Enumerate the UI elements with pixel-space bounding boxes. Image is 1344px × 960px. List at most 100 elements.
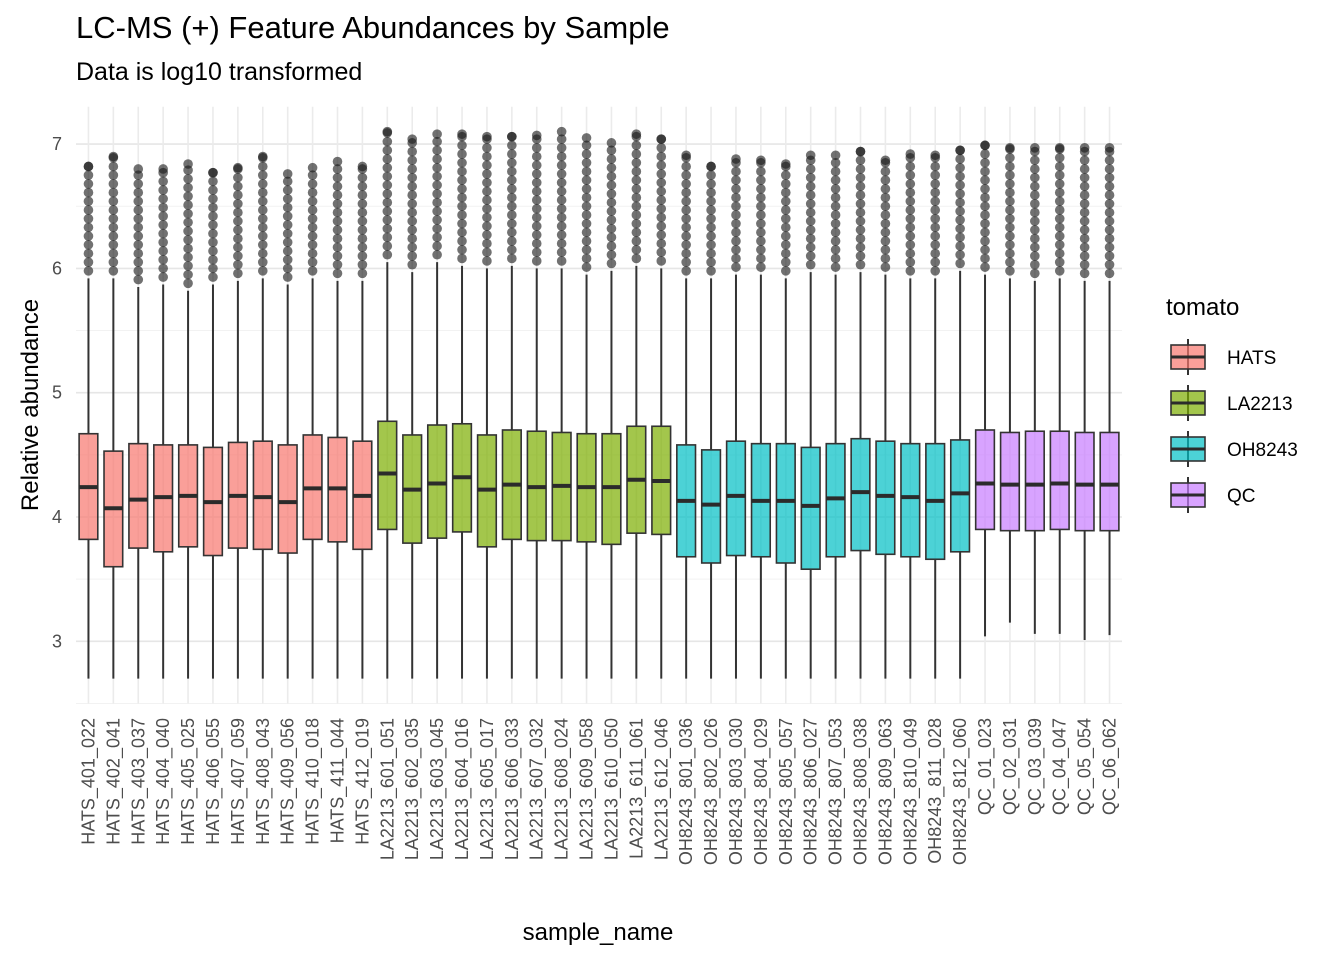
outlier-point — [531, 143, 542, 153]
outlier-point — [183, 159, 193, 169]
outlier-point — [805, 198, 816, 209]
outlier-point — [631, 218, 642, 229]
outlier-point — [257, 187, 268, 198]
outlier-point — [382, 249, 393, 260]
outlier-point — [880, 175, 891, 185]
outlier-point — [282, 228, 293, 239]
outlier-point — [780, 187, 791, 198]
outlier-point — [780, 222, 791, 233]
outlier-point — [805, 225, 816, 235]
outlier-point — [1030, 259, 1040, 270]
outlier-point — [581, 140, 592, 151]
box-iqr — [1049, 430, 1070, 531]
outlier-point — [332, 233, 343, 244]
x-tick-label: LA2213_607_032 — [527, 718, 548, 860]
outlier-point — [1104, 207, 1115, 218]
outlier-point — [855, 155, 866, 166]
box-OH8243_806_027 — [800, 150, 821, 679]
outlier-point — [756, 218, 766, 229]
outlier-point — [482, 247, 492, 258]
outlier-point — [133, 187, 144, 198]
outlier-point — [581, 236, 592, 246]
x-tick-label: HATS_411_044 — [328, 718, 349, 843]
outlier-point — [631, 253, 642, 264]
outlier-point — [382, 154, 393, 164]
outlier-point — [133, 205, 144, 215]
outlier-point — [731, 175, 741, 185]
x-tick-label: LA2213_604_016 — [452, 718, 473, 860]
outlier-point — [581, 210, 592, 220]
outlier-point — [1030, 181, 1040, 192]
outlier-point — [556, 221, 567, 231]
outlier-point — [656, 143, 667, 153]
outlier-point — [432, 180, 442, 190]
outlier-point — [905, 205, 916, 215]
outlier-point — [656, 230, 667, 240]
box-QC_02_031 — [999, 143, 1021, 623]
outlier-point — [905, 161, 916, 172]
outlier-point — [706, 222, 716, 233]
outlier-point — [606, 258, 617, 269]
outlier-point — [556, 177, 567, 188]
outlier-point — [382, 223, 393, 234]
box-HATS_407_059 — [227, 162, 249, 679]
outlier-point — [1079, 259, 1090, 270]
outlier-point — [407, 146, 418, 157]
outlier-point — [432, 136, 442, 147]
box-HATS_405_025 — [177, 159, 199, 679]
outlier-point — [681, 266, 691, 276]
outlier-point — [581, 157, 592, 168]
outlier-point — [133, 179, 144, 189]
outlier-point — [382, 136, 393, 147]
outlier-point — [731, 210, 741, 220]
outlier-point — [482, 195, 492, 205]
outlier-point — [631, 244, 642, 255]
x-tick-label: OH8243_807_053 — [826, 718, 847, 865]
box-OH8243_804_029 — [750, 155, 772, 679]
box-QC_06_062 — [1099, 143, 1120, 636]
x-tick-label: OH8243_803_030 — [726, 718, 747, 865]
x-tick-label: LA2213_603_045 — [427, 718, 448, 860]
outlier-point — [581, 166, 592, 177]
outlier-point — [208, 176, 218, 187]
outlier-point — [382, 171, 393, 182]
outlier-point — [133, 239, 144, 250]
outlier-point — [706, 257, 716, 267]
outlier-point — [880, 192, 891, 203]
outlier-point — [880, 155, 891, 166]
outlier-point — [307, 196, 318, 207]
outlier-point — [1079, 198, 1090, 209]
outlier-point — [257, 170, 268, 180]
outlier-point — [830, 157, 841, 168]
outlier-point — [432, 206, 442, 217]
outlier-point — [706, 248, 716, 259]
outlier-point — [556, 143, 567, 153]
outlier-point — [905, 222, 916, 233]
outlier-point — [382, 206, 393, 217]
x-tick-label: OH8243_802_026 — [701, 718, 722, 865]
outlier-point — [307, 257, 318, 267]
outlier-point — [1005, 170, 1015, 180]
outlier-point — [731, 218, 741, 229]
outlier-point — [158, 176, 168, 187]
outlier-point — [1104, 181, 1115, 192]
outlier-point — [233, 233, 243, 244]
outlier-point — [307, 187, 318, 198]
outlier-point — [905, 239, 916, 250]
outlier-point — [531, 151, 542, 162]
outlier-point — [606, 223, 617, 234]
box-LA2213_601_051 — [377, 126, 398, 679]
outlier-point — [855, 172, 866, 183]
outlier-point — [1005, 152, 1015, 163]
box-iqr — [999, 431, 1021, 532]
outlier-point — [382, 162, 393, 173]
outlier-point — [83, 205, 94, 215]
outlier-point — [108, 231, 119, 241]
x-tick-label: HATS_410_018 — [303, 718, 324, 845]
outlier-point — [855, 225, 866, 235]
outlier-point — [1079, 216, 1090, 226]
outlier-point — [133, 274, 144, 285]
outlier-point — [108, 205, 119, 215]
outlier-point — [407, 242, 418, 253]
outlier-point — [681, 179, 691, 189]
